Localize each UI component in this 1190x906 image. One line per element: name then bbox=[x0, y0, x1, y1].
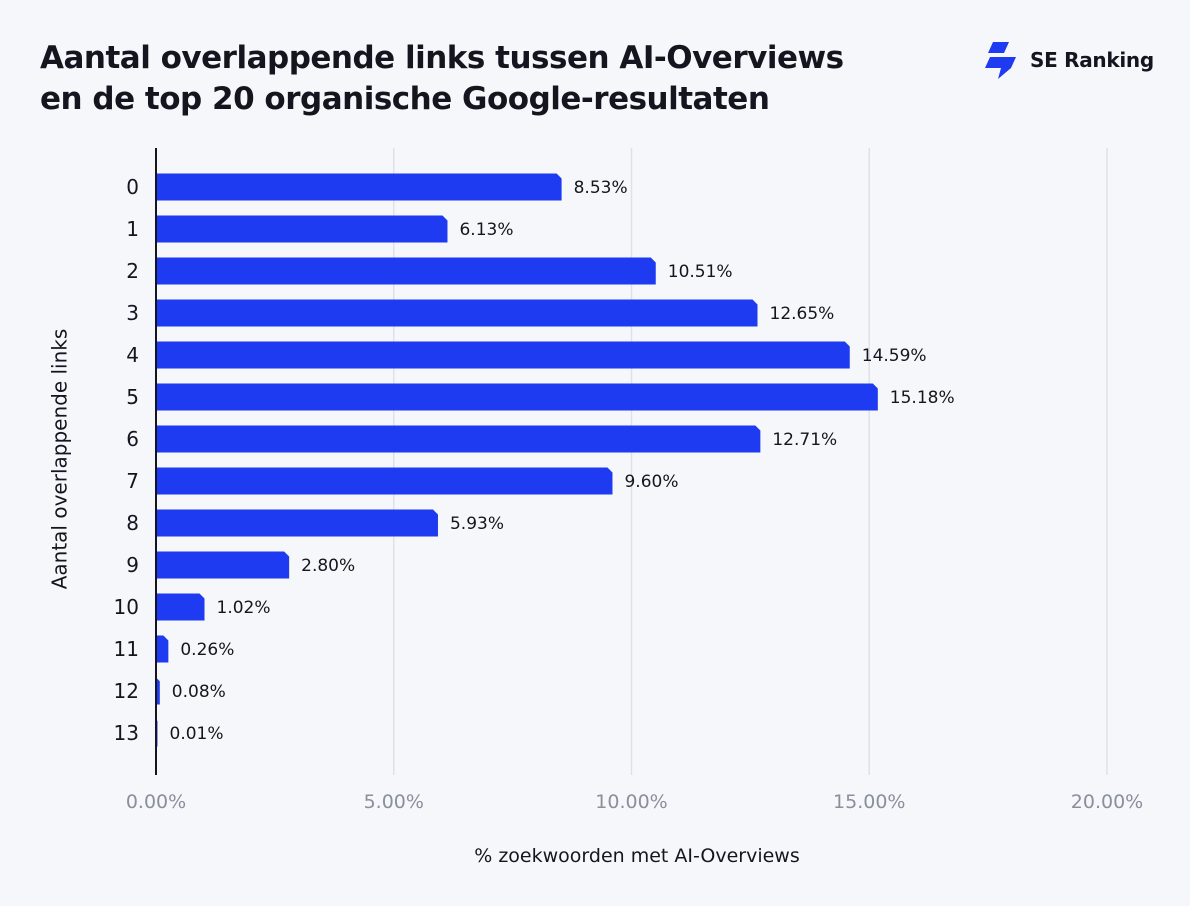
bar bbox=[156, 383, 878, 411]
bar bbox=[156, 299, 758, 327]
value-label: 9.60% bbox=[624, 472, 678, 492]
y-tick-label: 12 bbox=[114, 679, 139, 703]
y-tick-label: 7 bbox=[126, 469, 139, 493]
bar bbox=[156, 551, 290, 579]
bar bbox=[156, 215, 448, 243]
y-tick-label: 13 bbox=[114, 721, 139, 745]
bar bbox=[156, 257, 656, 285]
y-tick-label: 8 bbox=[126, 511, 139, 535]
x-tick-label: 20.00% bbox=[1071, 791, 1143, 813]
value-label: 0.26% bbox=[180, 640, 234, 660]
y-tick-label: 9 bbox=[126, 553, 139, 577]
x-tick-label: 5.00% bbox=[364, 791, 424, 813]
y-tick-label: 0 bbox=[126, 175, 139, 199]
value-label: 14.59% bbox=[862, 346, 927, 366]
y-tick-label: 10 bbox=[114, 595, 139, 619]
value-label: 12.65% bbox=[770, 304, 835, 324]
y-axis-title: Aantal overlappende links bbox=[48, 329, 72, 590]
y-tick-label: 6 bbox=[126, 427, 139, 451]
bar bbox=[156, 593, 205, 621]
brand-logo: SE Ranking bbox=[984, 40, 1154, 80]
value-label: 5.93% bbox=[450, 514, 504, 534]
x-tick-labels: 0.00% 5.00% 10.00% 15.00% 20.00% bbox=[126, 791, 1143, 813]
bar bbox=[156, 425, 761, 453]
y-tick-label: 5 bbox=[126, 385, 139, 409]
bar bbox=[156, 341, 850, 369]
y-tick-label: 2 bbox=[126, 259, 139, 283]
y-tick-label: 3 bbox=[126, 301, 139, 325]
bars bbox=[156, 173, 878, 747]
se-ranking-logo-icon bbox=[985, 42, 1016, 79]
x-tick-label: 0.00% bbox=[126, 791, 186, 813]
value-label: 8.53% bbox=[574, 178, 628, 198]
y-tick-label: 1 bbox=[126, 217, 139, 241]
bar bbox=[156, 467, 613, 495]
value-label: 6.13% bbox=[459, 220, 513, 240]
value-label: 1.02% bbox=[217, 598, 271, 618]
chart-title-line-1: Aantal overlappende links tussen AI-Over… bbox=[40, 40, 844, 76]
x-tick-label: 15.00% bbox=[833, 791, 905, 813]
y-tick-label: 11 bbox=[114, 637, 139, 661]
value-label: 12.71% bbox=[772, 430, 837, 450]
value-label: 10.51% bbox=[668, 262, 733, 282]
value-label: 0.08% bbox=[172, 682, 226, 702]
bar bbox=[156, 173, 562, 201]
x-tick-label: 10.00% bbox=[595, 791, 667, 813]
y-tick-label: 4 bbox=[126, 343, 139, 367]
bar bbox=[156, 635, 169, 663]
value-labels: 8.53% 6.13% 10.51% 12.65% 14.59% 15.18% 12.71%… bbox=[170, 178, 955, 744]
value-label: 15.18% bbox=[890, 388, 955, 408]
bar bbox=[156, 509, 438, 537]
chart-title: Aantal overlappende links tussen AI-Over… bbox=[40, 38, 920, 120]
brand-name: SE Ranking bbox=[1030, 48, 1154, 72]
chart-title-line-2: en de top 20 organische Google-resultate… bbox=[40, 81, 770, 117]
x-axis-title: % zoekwoorden met AI-Overviews bbox=[474, 845, 800, 867]
value-label: 2.80% bbox=[301, 556, 355, 576]
grid-lines bbox=[393, 148, 1108, 775]
value-label: 0.01% bbox=[170, 724, 224, 744]
